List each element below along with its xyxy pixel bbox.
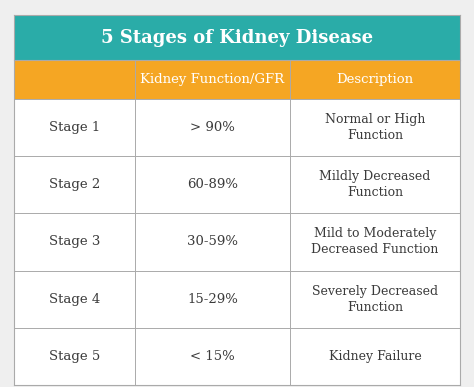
- FancyBboxPatch shape: [14, 156, 460, 213]
- Text: Severely Decreased
Function: Severely Decreased Function: [312, 285, 438, 313]
- Text: Description: Description: [337, 73, 414, 86]
- Text: Normal or High
Function: Normal or High Function: [325, 113, 425, 142]
- FancyBboxPatch shape: [14, 99, 460, 156]
- FancyBboxPatch shape: [14, 60, 460, 99]
- Text: Stage 4: Stage 4: [49, 293, 100, 306]
- Text: 30-59%: 30-59%: [187, 235, 238, 248]
- Text: Stage 2: Stage 2: [49, 178, 100, 191]
- Text: 5 Stages of Kidney Disease: 5 Stages of Kidney Disease: [101, 29, 373, 47]
- FancyBboxPatch shape: [14, 15, 460, 60]
- Text: > 90%: > 90%: [190, 121, 235, 134]
- Text: Mild to Moderately
Decreased Function: Mild to Moderately Decreased Function: [311, 228, 439, 256]
- FancyBboxPatch shape: [14, 271, 460, 328]
- Text: Stage 1: Stage 1: [49, 121, 100, 134]
- Text: Stage 3: Stage 3: [49, 235, 100, 248]
- Text: Kidney Function/GFR: Kidney Function/GFR: [140, 73, 284, 86]
- Text: Mildly Decreased
Function: Mildly Decreased Function: [319, 170, 431, 199]
- Text: < 15%: < 15%: [190, 350, 235, 363]
- Text: Stage 5: Stage 5: [49, 350, 100, 363]
- Text: Kidney Failure: Kidney Failure: [329, 350, 421, 363]
- Text: 15-29%: 15-29%: [187, 293, 238, 306]
- FancyBboxPatch shape: [14, 213, 460, 271]
- FancyBboxPatch shape: [14, 328, 460, 385]
- Text: 60-89%: 60-89%: [187, 178, 238, 191]
